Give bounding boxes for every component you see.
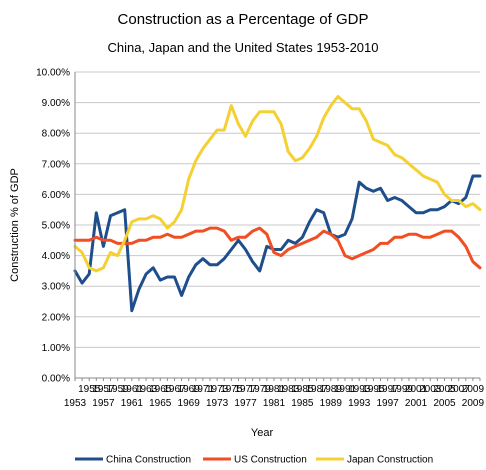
x-tick-label: 1965 — [149, 398, 172, 409]
x-tick-label: 1977 — [234, 398, 257, 409]
x-tick-label: 1993 — [348, 398, 371, 409]
x-tick-label: 1971 — [192, 384, 215, 395]
x-axis-ticks: 1955195719591961196319651967196919711973… — [64, 378, 485, 409]
x-tick-label: 2007 — [448, 384, 471, 395]
series-line-2 — [73, 95, 482, 273]
x-tick-label: 1987 — [305, 384, 328, 395]
x-tick-label: 1997 — [377, 398, 400, 409]
series-lines — [73, 95, 482, 313]
y-tick-label: 8.00% — [42, 129, 70, 140]
x-tick-label: 1975 — [220, 384, 243, 395]
x-tick-label: 1961 — [121, 398, 144, 409]
x-tick-label: 1997 — [377, 384, 400, 395]
x-tick-label: 1985 — [291, 398, 314, 409]
x-tick-label: 1995 — [362, 384, 385, 395]
series-line-0 — [73, 174, 482, 313]
y-tick-label: 1.00% — [42, 343, 70, 354]
axes — [74, 72, 480, 379]
legend-label: China Construction — [106, 455, 191, 466]
x-tick-label: 1989 — [320, 398, 343, 409]
x-tick-label: 1969 — [178, 398, 201, 409]
x-tick-label: 2009 — [462, 384, 485, 395]
legend: China Construction US Construction Japan C… — [75, 455, 433, 466]
x-tick-label: 1989 — [320, 384, 343, 395]
x-tick-label: 1961 — [121, 384, 144, 395]
x-tick-label: 2009 — [462, 398, 485, 409]
chart-subtitle: China, Japan and the United States 1953-… — [107, 40, 378, 55]
legend-label: Japan Construction — [347, 455, 433, 466]
y-tick-label: 0.00% — [42, 374, 70, 385]
x-tick-label: 1973 — [206, 398, 229, 409]
x-axis-label: Year — [251, 427, 274, 439]
x-tick-label: 1965 — [149, 384, 172, 395]
y-tick-label: 2.00% — [42, 312, 70, 323]
x-tick-label: 1959 — [107, 384, 130, 395]
y-tick-label: 6.00% — [42, 190, 70, 201]
x-tick-label: 2005 — [433, 398, 456, 409]
x-tick-label: 1999 — [391, 384, 414, 395]
y-tick-label: 3.00% — [42, 282, 70, 293]
x-tick-label: 1955 — [78, 384, 101, 395]
x-tick-label: 1957 — [92, 398, 115, 409]
y-tick-label: 7.00% — [42, 159, 70, 170]
x-tick-label: 1991 — [334, 384, 357, 395]
x-tick-label: 2001 — [405, 384, 428, 395]
x-tick-label: 1983 — [277, 384, 300, 395]
legend-label: US Construction — [234, 455, 307, 466]
x-tick-label: 1969 — [178, 384, 201, 395]
x-tick-label: 1993 — [348, 384, 371, 395]
x-tick-label: 2001 — [405, 398, 428, 409]
x-tick-label: 2003 — [419, 384, 442, 395]
x-tick-label: 1985 — [291, 384, 314, 395]
x-tick-label: 1981 — [263, 384, 286, 395]
chart-title: Construction as a Percentage of GDP — [118, 11, 369, 28]
x-tick-label: 1979 — [249, 384, 272, 395]
y-axis-ticks: 0.00% 1.00% 2.00% 3.00% 4.00% 5.00% 6.00% 7.00%… — [36, 68, 70, 385]
y-tick-label: 4.00% — [42, 251, 70, 262]
series-line-1 — [73, 226, 482, 270]
x-tick-label: 1963 — [135, 384, 158, 395]
x-tick-label: 1953 — [64, 398, 87, 409]
y-tick-label: 9.00% — [42, 98, 70, 109]
y-axis-label: Construction % of GDP — [9, 168, 21, 282]
x-tick-label: 1957 — [92, 384, 115, 395]
y-tick-label: 10.00% — [36, 68, 70, 79]
x-tick-label: 1981 — [263, 398, 286, 409]
x-tick-label: 1973 — [206, 384, 229, 395]
y-tick-label: 5.00% — [42, 221, 70, 232]
x-tick-label: 2005 — [433, 384, 456, 395]
x-tick-label: 1967 — [163, 384, 186, 395]
x-tick-label: 1977 — [234, 384, 257, 395]
